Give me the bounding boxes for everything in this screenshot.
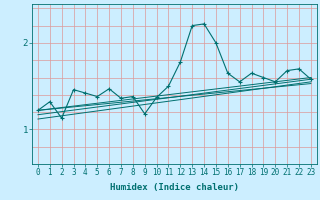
X-axis label: Humidex (Indice chaleur): Humidex (Indice chaleur)	[110, 183, 239, 192]
